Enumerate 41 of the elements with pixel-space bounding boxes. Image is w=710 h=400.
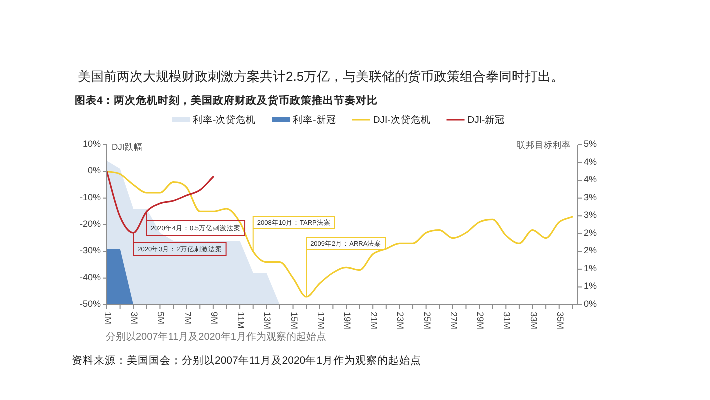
y2tick: 2% [584, 246, 598, 256]
ytick: -30% [80, 246, 101, 256]
xtick: 21M [368, 312, 379, 330]
ylabel: DJI跌幅 [112, 142, 143, 152]
xtick: 19M [342, 312, 352, 330]
y2label: 联邦目标利率 [517, 140, 571, 150]
y2tick: 0% [584, 299, 598, 310]
xtick: 25M [422, 312, 432, 330]
xtick: 15M [288, 312, 299, 330]
ytick: -10% [80, 192, 101, 203]
xtick: 3M [129, 312, 140, 325]
y2tick: 4% [584, 174, 598, 185]
ytick: 10% [82, 139, 101, 150]
ytick: -50% [80, 299, 101, 310]
y2tick: 3% [584, 192, 598, 203]
y2tick: 1% [584, 282, 598, 292]
y2tick: 3% [584, 210, 598, 220]
ytick: -20% [80, 219, 101, 230]
subtitle: 图表4：两次危机时刻，美国政府财政及货币政策推出节奏对比 [75, 94, 378, 107]
xtick: 35M [555, 312, 565, 330]
xtick: 7M [182, 312, 192, 325]
y2tick: 5% [584, 139, 598, 150]
xtick: 33M [528, 312, 538, 330]
xtick: 11M [236, 312, 246, 329]
xtick: 9M [209, 312, 220, 325]
y2tick: 1% [584, 264, 598, 274]
xtick: 13M [262, 312, 272, 330]
title: 美国前两次大规模财政刺激方案共计2.5万亿，与美联储的货币政策组合拳同时打出。 [78, 69, 564, 84]
annotation: 资料来源：美国国会；分别以2007年11月及2020年1月作为观察的起始点 [72, 354, 422, 367]
xtick: 5M [156, 312, 166, 325]
y2tick: 2% [584, 228, 598, 238]
ytick: 0% [88, 166, 101, 176]
xtick: 29M [475, 312, 486, 330]
xtick: 31M [502, 312, 512, 330]
annotation: 分别以2007年11月及2020年1月作为观察的起始点 [106, 332, 326, 343]
ytick: -40% [80, 272, 101, 283]
xtick: 23M [395, 312, 406, 330]
xtick: 17M [316, 312, 326, 330]
xtick: 27M [448, 312, 459, 330]
y2tick: 4% [584, 157, 598, 168]
xtick: 1M [102, 312, 113, 325]
